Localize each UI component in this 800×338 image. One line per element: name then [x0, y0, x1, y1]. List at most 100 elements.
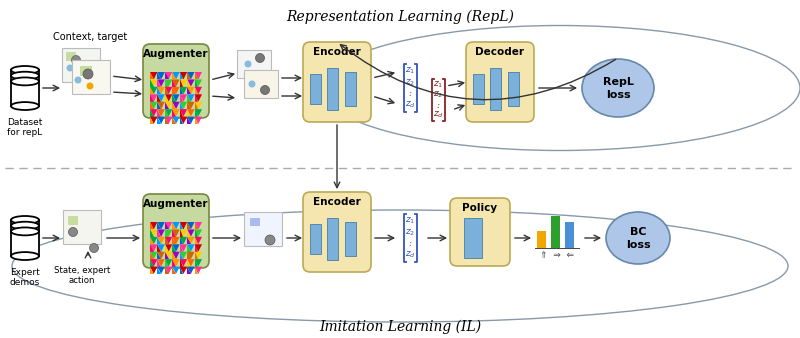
Polygon shape — [150, 117, 154, 124]
Polygon shape — [172, 87, 176, 94]
Polygon shape — [180, 94, 187, 102]
Polygon shape — [165, 117, 169, 124]
Polygon shape — [187, 102, 194, 109]
Polygon shape — [172, 230, 180, 237]
Circle shape — [265, 235, 275, 245]
Text: Policy: Policy — [462, 203, 498, 213]
Polygon shape — [180, 87, 187, 94]
Polygon shape — [172, 94, 180, 102]
Polygon shape — [165, 102, 172, 109]
Polygon shape — [158, 109, 165, 117]
Text: ⇑  ⇒  ⇐: ⇑ ⇒ ⇐ — [540, 251, 574, 261]
Polygon shape — [172, 79, 176, 87]
Polygon shape — [165, 244, 169, 252]
Polygon shape — [150, 244, 158, 252]
Ellipse shape — [606, 212, 670, 264]
Polygon shape — [165, 222, 172, 230]
Polygon shape — [172, 267, 176, 274]
Polygon shape — [150, 267, 154, 274]
Polygon shape — [187, 72, 194, 79]
FancyBboxPatch shape — [62, 48, 100, 82]
Text: $z_1$: $z_1$ — [405, 216, 415, 226]
Polygon shape — [194, 117, 198, 124]
Polygon shape — [158, 117, 161, 124]
Polygon shape — [165, 72, 172, 79]
FancyBboxPatch shape — [68, 216, 78, 225]
FancyBboxPatch shape — [450, 198, 510, 266]
Polygon shape — [158, 244, 165, 252]
Polygon shape — [158, 237, 161, 244]
Circle shape — [249, 80, 255, 88]
Polygon shape — [180, 222, 187, 230]
Polygon shape — [180, 72, 183, 79]
Polygon shape — [150, 72, 154, 79]
Bar — [565, 222, 574, 248]
Polygon shape — [180, 109, 187, 117]
Polygon shape — [165, 230, 172, 237]
Ellipse shape — [11, 102, 39, 110]
Polygon shape — [150, 87, 154, 94]
Polygon shape — [187, 252, 191, 259]
Polygon shape — [180, 230, 183, 237]
Polygon shape — [158, 72, 165, 79]
Polygon shape — [187, 79, 191, 87]
Polygon shape — [150, 230, 154, 237]
Text: $z_1$: $z_1$ — [433, 80, 443, 90]
FancyBboxPatch shape — [310, 224, 321, 254]
Polygon shape — [180, 79, 183, 87]
Circle shape — [83, 69, 93, 79]
Polygon shape — [165, 230, 169, 237]
Polygon shape — [158, 252, 165, 259]
Polygon shape — [187, 237, 194, 244]
FancyBboxPatch shape — [143, 194, 209, 268]
Polygon shape — [150, 237, 154, 244]
Polygon shape — [158, 230, 165, 237]
FancyBboxPatch shape — [80, 66, 92, 76]
Polygon shape — [165, 244, 172, 252]
Polygon shape — [194, 244, 202, 252]
Polygon shape — [187, 94, 194, 102]
FancyBboxPatch shape — [345, 222, 356, 256]
FancyBboxPatch shape — [244, 212, 282, 246]
Polygon shape — [180, 117, 187, 124]
Text: loss: loss — [606, 90, 630, 100]
Polygon shape — [150, 109, 154, 117]
Polygon shape — [180, 267, 187, 274]
Polygon shape — [194, 259, 198, 267]
Text: Augmenter: Augmenter — [143, 49, 209, 59]
Polygon shape — [158, 102, 161, 109]
Polygon shape — [158, 237, 165, 244]
Circle shape — [66, 65, 74, 72]
Polygon shape — [165, 102, 169, 109]
Polygon shape — [165, 79, 169, 87]
Polygon shape — [194, 87, 198, 94]
FancyBboxPatch shape — [464, 218, 482, 258]
Polygon shape — [150, 79, 158, 87]
Polygon shape — [172, 109, 176, 117]
Polygon shape — [180, 244, 187, 252]
Circle shape — [90, 243, 98, 252]
Polygon shape — [165, 87, 172, 94]
Text: $z_2$: $z_2$ — [433, 90, 443, 100]
FancyBboxPatch shape — [466, 42, 534, 122]
Polygon shape — [180, 222, 183, 230]
Polygon shape — [180, 79, 187, 87]
Polygon shape — [194, 267, 198, 274]
Polygon shape — [194, 94, 198, 102]
Polygon shape — [172, 102, 180, 109]
Polygon shape — [158, 94, 165, 102]
Polygon shape — [150, 222, 154, 230]
Polygon shape — [150, 94, 158, 102]
Ellipse shape — [11, 72, 39, 80]
Polygon shape — [172, 252, 176, 259]
Polygon shape — [150, 72, 158, 79]
FancyBboxPatch shape — [508, 72, 519, 106]
Polygon shape — [150, 222, 158, 230]
Polygon shape — [172, 94, 176, 102]
Text: $z_d$: $z_d$ — [405, 100, 415, 111]
FancyBboxPatch shape — [66, 52, 76, 61]
Polygon shape — [172, 117, 176, 124]
Polygon shape — [158, 87, 165, 94]
Text: Encoder: Encoder — [313, 47, 361, 57]
Polygon shape — [150, 109, 158, 117]
